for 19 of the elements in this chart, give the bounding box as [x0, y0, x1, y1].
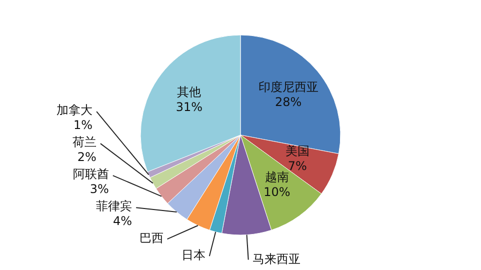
slice-label: 阿联酋: [72, 167, 109, 182]
slice-label: 巴西: [139, 231, 164, 246]
slice-label: 印度尼西亚: [258, 80, 318, 94]
slice-label: 加拿大: [56, 103, 93, 118]
slice-label: 越南: [264, 170, 289, 184]
data-label: 7%: [288, 159, 307, 174]
slice-label: 荷兰: [72, 135, 96, 150]
data-label: 28%: [274, 95, 302, 110]
slice-label: 美国: [285, 144, 310, 158]
data-label: 4%: [113, 214, 132, 228]
slice-label: 马来西亚: [252, 252, 300, 266]
slice-label: 菲律宾: [96, 199, 132, 214]
data-label: 2%: [77, 150, 96, 164]
data-label: 3%: [90, 182, 109, 196]
slice-label: 其他: [177, 84, 202, 99]
slice-label: 日本: [181, 248, 206, 262]
data-label: 31%: [176, 100, 203, 114]
data-label: 10%: [264, 184, 290, 199]
data-label: 1%: [74, 118, 93, 132]
